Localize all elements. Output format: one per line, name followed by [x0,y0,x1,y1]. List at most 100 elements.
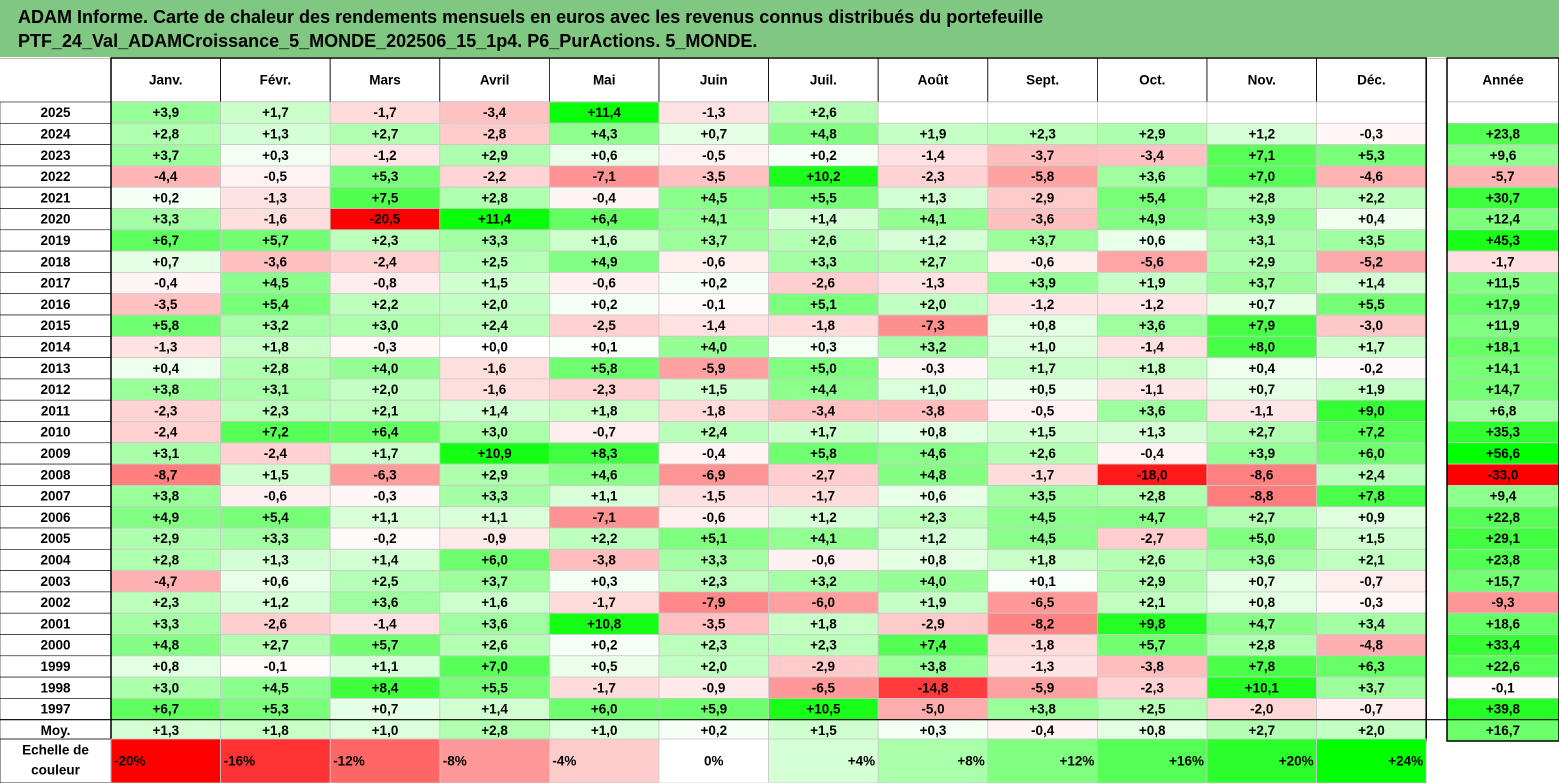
heatmap-value: +0,2 [700,276,727,291]
heatmap-value: +5,9 [700,702,727,717]
heatmap-value: +0,2 [152,190,179,205]
heatmap-value: +3,6 [481,616,508,631]
heatmap-value: +2,3 [372,233,399,248]
heatmap-value: -0,6 [812,553,836,568]
heatmap-value: +0,8 [152,659,179,674]
heatmap-value: +1,9 [1139,276,1166,291]
heatmap-value: +2,6 [1029,446,1056,461]
heatmap-cell [987,101,1098,124]
year-value: -0,1 [1491,680,1515,695]
heatmap-value: +2,8 [1248,190,1275,205]
heatmap-value: +1,7 [810,425,837,440]
heatmap-value: +7,1 [1248,148,1275,163]
year-value: +22,8 [1486,510,1521,525]
heatmap-value: +1,3 [262,127,289,142]
heatmap-value: +2,8 [481,723,508,738]
heatmap-value: -2,5 [593,318,617,333]
heatmap-value: +2,3 [152,595,179,610]
heatmap-value: +9,8 [1139,616,1166,631]
heatmap-value: +1,0 [1029,340,1056,355]
heatmap-value: +4,9 [152,510,179,525]
year-value: +12,4 [1486,212,1521,227]
row-label-2013: 2013 [40,361,71,376]
heatmap-value: +3,3 [810,254,837,269]
heatmap-value: +4,5 [262,276,289,291]
heatmap-value: +5,3 [262,702,289,717]
heatmap-value: -1,3 [702,105,726,120]
heatmap-value: +2,9 [152,531,179,546]
heatmap-value: -5,8 [1031,169,1055,184]
heatmap-value: +3,3 [481,233,508,248]
heatmap-value: -0,4 [1031,723,1055,738]
heatmap-cell [1206,101,1317,124]
scale-swatch [1206,738,1317,783]
heatmap-value: +3,6 [1139,318,1166,333]
heatmap-value: -2,9 [921,616,944,631]
heatmap-value: +3,6 [1139,403,1166,418]
heatmap-value: +2,8 [1248,638,1275,653]
heatmap-value: +1,7 [1358,340,1385,355]
heatmap-value: +2,6 [810,105,837,120]
heatmap-value: +1,8 [1029,553,1056,568]
heatmap-value: +2,0 [372,382,399,397]
heatmap-value: +6,3 [1358,659,1385,674]
heatmap-value: -3,5 [702,616,726,631]
heatmap-value: +1,1 [372,510,399,525]
year-value: +23,8 [1486,127,1521,142]
heatmap-value: +3,6 [1139,169,1166,184]
heatmap-value: +5,8 [152,318,179,333]
heatmap-value: +8,0 [1248,340,1275,355]
heatmap-value: +3,3 [481,489,508,504]
month-header-10: Oct. [1139,73,1165,88]
heatmap-value: -7,3 [921,318,945,333]
year-value: +15,7 [1486,574,1520,589]
heatmap-value: +4,3 [591,127,618,142]
heatmap-value: +0,5 [1029,382,1056,397]
heatmap-value: -1,7 [1031,467,1054,482]
heatmap-value: +11,4 [587,105,621,120]
heatmap-value: +1,5 [810,723,837,738]
heatmap-value: +2,3 [700,574,727,589]
heatmap-value: -3,4 [812,403,836,418]
month-header-7: Juil. [810,73,837,88]
row-label-2024: 2024 [40,127,71,142]
heatmap-value: +1,4 [481,403,508,418]
heatmap-value: -1,7 [812,489,835,504]
year-value: +22,6 [1486,659,1521,674]
heatmap-value: +2,7 [1248,425,1275,440]
month-header-cell [1316,57,1427,103]
month-header-cell [439,57,550,103]
heatmap-value: -6,9 [702,467,725,482]
heatmap-value: +5,7 [1139,638,1166,653]
heatmap-value: +4,9 [1139,212,1166,227]
heatmap-value: +0,0 [481,340,508,355]
heatmap-value: +3,9 [1248,212,1275,227]
heatmap-value: -0,5 [264,169,288,184]
heatmap-value: -6,5 [812,680,836,695]
heatmap-value: -3,7 [1031,148,1054,163]
scale-label-cell [0,738,112,783]
heatmap-value: +4,7 [1139,510,1166,525]
heatmap-value: +2,3 [262,403,289,418]
scale-value: -20% [114,754,146,769]
heatmap-value: +3,3 [152,212,179,227]
heatmap-value: +6,4 [372,425,399,440]
heatmap-value: +2,4 [1358,467,1385,482]
heatmap-value: -1,4 [921,148,945,163]
scale-value: +20% [1279,754,1314,769]
heatmap-value: -1,6 [264,212,288,227]
heatmap-value: +3,9 [1248,446,1275,461]
heatmap-value: +0,7 [152,254,179,269]
row-label-2019: 2019 [40,233,70,248]
row-label-2012: 2012 [40,382,70,397]
heatmap-value: +5,7 [262,233,289,248]
row-label-2022: 2022 [40,169,70,184]
scale-swatch [220,738,331,783]
year-value: +35,3 [1486,425,1521,440]
year-block-border [1446,57,1559,742]
row-label-2006: 2006 [40,510,71,525]
heatmap-value: +0,2 [591,638,618,653]
heatmap-value: +2,4 [700,425,727,440]
heatmap-value: -0,6 [264,489,288,504]
heatmap-value: -5,9 [702,361,725,376]
